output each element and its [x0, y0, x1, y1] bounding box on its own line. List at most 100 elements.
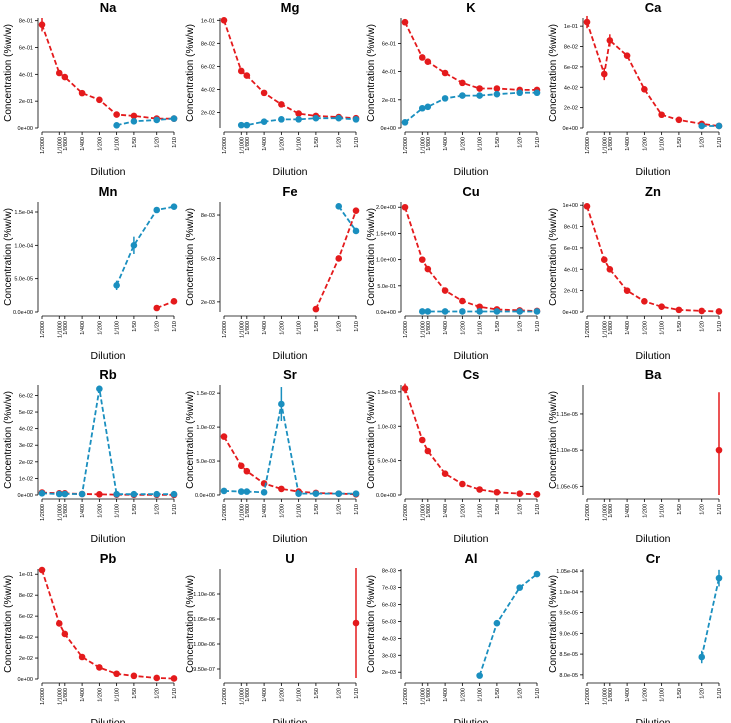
data-point-red	[401, 18, 409, 26]
x-tick-label: 1/1000	[239, 688, 245, 705]
x-axis-label: Dilution	[635, 166, 670, 178]
x-tick-label: 1/200	[97, 321, 103, 335]
y-tick-label: 2.0e+00	[376, 205, 396, 211]
data-point-blue	[55, 490, 63, 498]
y-tick-label: 8e-02	[201, 41, 215, 47]
y-tick-label: 2e-01	[382, 98, 396, 104]
x-tick-label: 1/10	[535, 688, 541, 699]
data-point-red	[96, 491, 103, 498]
y-tick-label: 1.0e-03	[377, 424, 396, 430]
data-point-red	[476, 85, 483, 92]
y-tick-label: 1e+00	[563, 203, 578, 209]
data-point-red	[113, 111, 120, 118]
data-point-blue	[352, 227, 360, 235]
y-tick-label: 5e-02	[19, 410, 33, 416]
chart-title: K	[466, 0, 476, 15]
x-tick-label: 1/200	[279, 504, 285, 518]
x-tick-label: 1/100	[478, 321, 484, 335]
data-point-blue	[312, 490, 320, 497]
y-tick-label: 5.0e-05	[14, 277, 33, 283]
y-tick-label: 6e-02	[201, 64, 215, 70]
y-tick-label: 2e-01	[19, 99, 33, 105]
data-point-blue	[493, 619, 501, 627]
data-point-red	[113, 670, 120, 678]
x-tick-label: 1/200	[279, 137, 285, 151]
chart-title: Zn	[645, 184, 661, 199]
x-tick-label: 1/2000	[40, 137, 46, 154]
y-tick-label: 4e-02	[19, 635, 33, 641]
data-point-blue	[38, 490, 46, 497]
y-tick-label: 6e-01	[564, 246, 578, 252]
data-point-blue	[153, 490, 161, 498]
y-axis-label: Concentration (%w/w)	[3, 24, 14, 122]
data-point-blue	[418, 308, 426, 315]
data-point-red	[418, 54, 426, 61]
x-axis-label: Dilution	[635, 717, 670, 723]
y-axis-label: Concentration (%w/w)	[366, 24, 377, 122]
data-point-red	[715, 308, 723, 315]
data-point-blue	[401, 119, 409, 126]
data-point-blue	[476, 672, 483, 679]
data-point-red	[312, 305, 320, 313]
data-point-blue	[220, 487, 228, 495]
data-point-red	[96, 96, 103, 104]
x-tick-label: 1/100	[660, 688, 666, 702]
y-tick-label: 8e-02	[564, 45, 578, 51]
y-axis-label: Concentration (%w/w)	[3, 391, 14, 489]
chart-title: Rb	[99, 367, 116, 382]
y-tick-label: 4e-01	[382, 70, 396, 76]
y-tick-label: 6e-02	[19, 614, 33, 620]
data-point-red	[493, 488, 501, 496]
y-tick-label: 1.00e-06	[193, 642, 215, 648]
y-tick-label: 3e-03	[382, 653, 396, 659]
data-point-red	[441, 69, 449, 77]
data-point-blue	[698, 122, 706, 130]
data-point-blue	[352, 116, 360, 123]
data-point-blue	[153, 206, 161, 214]
x-tick-label: 1/100	[660, 137, 666, 151]
y-tick-label: 8.0e-05	[559, 673, 578, 679]
x-tick-label: 1/2000	[222, 137, 228, 154]
y-tick-label: 0e+00	[563, 126, 578, 132]
x-tick-label: 1/100	[297, 321, 303, 335]
y-tick-label: 2e-01	[564, 289, 578, 295]
x-tick-label: 1/50	[314, 137, 320, 148]
data-point-blue	[352, 490, 360, 497]
y-tick-label: 3e-02	[19, 443, 33, 449]
data-point-blue	[424, 103, 432, 111]
data-point-red	[170, 298, 178, 305]
x-tick-label: 1/10	[354, 504, 360, 515]
data-point-red	[220, 17, 228, 24]
data-point-red	[61, 73, 69, 81]
x-tick-label: 1/20	[518, 137, 524, 148]
x-tick-label: 1/400	[262, 137, 268, 151]
y-axis-label: Concentration (%w/w)	[3, 575, 14, 673]
x-tick-label: 1/1000	[420, 504, 426, 521]
data-point-red	[153, 304, 161, 312]
y-tick-label: 1.10e-06	[193, 592, 215, 598]
x-tick-label: 1/2000	[222, 321, 228, 338]
x-tick-label: 1/200	[279, 688, 285, 702]
series-line-blue	[41, 388, 174, 496]
y-axis-label: Concentration (%w/w)	[185, 208, 196, 306]
y-tick-label: 6e-01	[19, 46, 33, 52]
data-point-red	[153, 674, 161, 682]
x-tick-label: 1/50	[495, 504, 501, 515]
data-point-red	[237, 67, 245, 75]
y-tick-label: 1.10e-05	[556, 448, 578, 454]
x-tick-label: 1/1000	[57, 137, 63, 154]
data-point-blue	[476, 308, 483, 315]
x-tick-label: 1/20	[337, 137, 343, 148]
data-point-red	[38, 566, 46, 574]
data-point-blue	[130, 490, 138, 498]
x-tick-label: 1/100	[115, 504, 121, 518]
data-point-red	[641, 85, 648, 93]
x-tick-label: 1/800	[245, 137, 251, 151]
chart-title: Mg	[281, 0, 300, 15]
y-tick-label: 1e-02	[19, 476, 33, 482]
x-tick-label: 1/50	[132, 688, 138, 699]
data-point-blue	[295, 116, 302, 123]
x-tick-label: 1/100	[297, 688, 303, 702]
data-point-red	[243, 72, 251, 79]
x-tick-label: 1/10	[172, 688, 178, 699]
